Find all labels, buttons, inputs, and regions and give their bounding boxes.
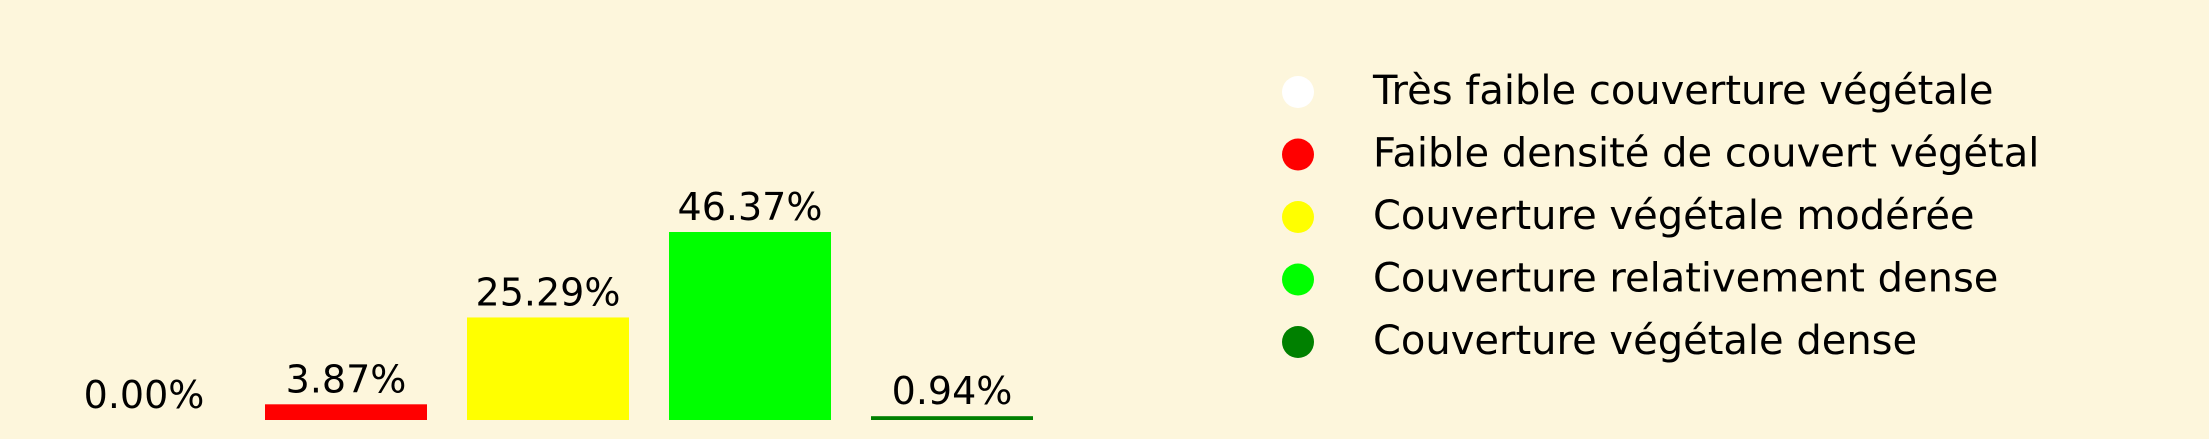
bar-value-label-3: 25.29% — [476, 270, 621, 314]
legend-label-5: Couverture végétale dense — [1373, 318, 1917, 364]
legend-marker-5 — [1282, 326, 1314, 358]
legend-marker-1 — [1282, 76, 1314, 108]
bar-value-label-5: 0.94% — [892, 369, 1013, 413]
legend-label-3: Couverture végétale modérée — [1373, 193, 1975, 239]
legend-label-4: Couverture relativement dense — [1373, 256, 1998, 302]
legend-marker-2 — [1282, 138, 1314, 171]
legend-label-1: Très faible couverture végétale — [1372, 68, 1994, 114]
bar-4 — [669, 232, 831, 420]
bar-2 — [265, 404, 427, 420]
bar-3 — [467, 317, 629, 420]
bar-value-label-2: 3.87% — [286, 357, 407, 401]
bar-5 — [871, 416, 1033, 420]
bar-value-label-4: 46.37% — [678, 185, 823, 229]
bar-value-label-1: 0.00% — [84, 373, 205, 417]
data-labels-group: 0.00% 3.87% 25.29% 46.37% 0.94% — [84, 185, 1013, 417]
legend-marker-4 — [1282, 263, 1314, 296]
legend-marker-3 — [1282, 201, 1314, 233]
bars-group — [265, 232, 1033, 420]
legend: Très faible couverture végétale Faible de… — [1282, 68, 2039, 364]
legend-label-2: Faible densité de couvert végétal — [1373, 131, 2039, 177]
